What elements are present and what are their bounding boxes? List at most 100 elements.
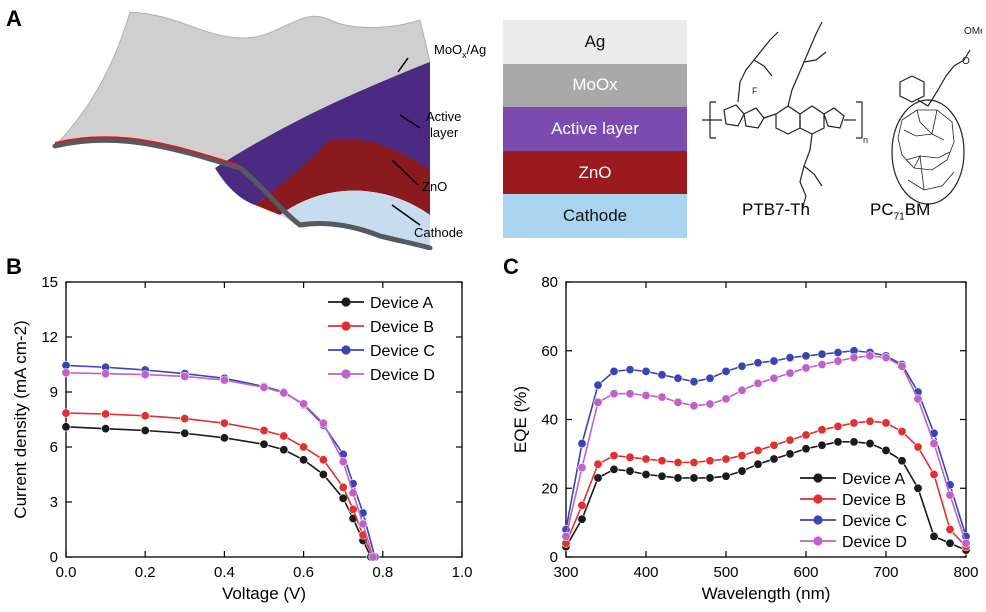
data-point-d bbox=[299, 399, 309, 409]
data-point-d bbox=[945, 490, 955, 500]
x-axis-label: Voltage (V) bbox=[222, 584, 306, 603]
layer-stack: Ag MoOx Active layer ZnO Cathode bbox=[503, 20, 687, 238]
label-layer: layer bbox=[430, 125, 459, 140]
data-point-a bbox=[929, 531, 939, 541]
legend-marker-a bbox=[341, 297, 351, 307]
panel-label-a: A bbox=[6, 6, 22, 31]
plot-frame bbox=[65, 281, 463, 558]
data-point-b bbox=[817, 425, 827, 435]
data-point-d bbox=[737, 385, 747, 395]
data-point-c bbox=[673, 373, 683, 383]
legend-label-a: Device A bbox=[842, 471, 905, 488]
legend-label-d: Device D bbox=[370, 367, 435, 384]
legend-label-a: Device A bbox=[370, 295, 433, 312]
data-point-b bbox=[913, 442, 923, 452]
data-point-a bbox=[101, 424, 111, 434]
data-point-d bbox=[961, 538, 971, 548]
data-point-d bbox=[318, 418, 328, 428]
legend-marker-a bbox=[813, 473, 823, 483]
data-point-a bbox=[753, 459, 763, 469]
y-tick-label: 12 bbox=[41, 329, 58, 346]
data-point-a bbox=[737, 466, 747, 476]
legend-label-d: Device D bbox=[842, 534, 907, 551]
data-point-b bbox=[219, 418, 229, 428]
fluorine-label: F bbox=[752, 86, 758, 96]
jv-chart: 0.0 0.2 0.4 0.6 0.8 1.0 0 3 6 9 12 15 Voltage (V) Cur… bbox=[11, 274, 472, 603]
data-point-c bbox=[769, 356, 779, 366]
pc71bm-label-pc: PC bbox=[870, 200, 894, 219]
data-point-b bbox=[785, 435, 795, 445]
y-tick-label: 9 bbox=[50, 384, 58, 401]
substrate-edge bbox=[52, 137, 433, 250]
active-layer-region bbox=[215, 62, 430, 205]
data-point-d bbox=[259, 382, 269, 392]
data-point-d bbox=[561, 531, 571, 541]
x-tick-label: 500 bbox=[713, 564, 738, 581]
data-point-d bbox=[140, 370, 150, 380]
data-point-b bbox=[801, 430, 811, 440]
x-tick-label: 0.0 bbox=[56, 564, 77, 581]
data-point-b bbox=[140, 411, 150, 421]
data-point-c bbox=[705, 373, 715, 383]
data-point-c bbox=[753, 358, 763, 368]
legend-marker-c bbox=[341, 345, 351, 355]
data-point-d bbox=[358, 519, 368, 529]
o-label: O bbox=[962, 56, 970, 67]
data-point-a bbox=[673, 473, 683, 483]
x-tick-label: 0.6 bbox=[293, 564, 314, 581]
ptb7-th-label: PTB7-Th bbox=[742, 200, 811, 219]
data-point-d bbox=[689, 401, 699, 411]
data-point-b bbox=[641, 454, 651, 464]
x-tick-label: 700 bbox=[873, 564, 898, 581]
x-tick-label: 0.2 bbox=[135, 564, 156, 581]
y-tick-label: 80 bbox=[541, 274, 558, 291]
data-point-d bbox=[625, 389, 635, 399]
data-point-c bbox=[817, 349, 827, 359]
data-point-d bbox=[593, 397, 603, 407]
data-point-b bbox=[721, 454, 731, 464]
data-point-d bbox=[721, 394, 731, 404]
legend-label-c: Device C bbox=[842, 513, 907, 530]
data-point-a bbox=[641, 470, 651, 480]
data-point-a bbox=[219, 433, 229, 443]
x-tick-label: 600 bbox=[793, 564, 818, 581]
data-point-a bbox=[897, 456, 907, 466]
data-point-a bbox=[180, 428, 190, 438]
y-tick-label: 0 bbox=[550, 549, 558, 566]
data-point-a bbox=[318, 470, 328, 480]
data-point-a bbox=[849, 437, 859, 447]
data-point-c bbox=[609, 366, 619, 376]
data-point-c bbox=[577, 439, 587, 449]
pc71bm-structure bbox=[891, 49, 971, 205]
data-point-d bbox=[657, 392, 667, 402]
data-point-d bbox=[180, 371, 190, 381]
data-point-a bbox=[817, 440, 827, 450]
data-point-c bbox=[625, 365, 635, 375]
x-tick-label: 800 bbox=[953, 564, 978, 581]
pc71bm-label: PC71BM bbox=[870, 200, 930, 222]
data-point-a bbox=[657, 471, 667, 481]
data-point-a bbox=[881, 445, 891, 455]
data-point-c bbox=[593, 380, 603, 390]
data-point-b bbox=[609, 451, 619, 461]
data-point-c bbox=[689, 377, 699, 387]
data-point-d bbox=[338, 457, 348, 467]
data-point-b bbox=[833, 421, 843, 431]
data-point-b bbox=[318, 455, 328, 465]
arrow-top bbox=[397, 57, 409, 73]
data-point-a bbox=[259, 439, 269, 449]
label-moox-ag-text: MoO bbox=[434, 42, 462, 57]
legend-label-b: Device B bbox=[842, 492, 906, 509]
data-point-d bbox=[881, 353, 891, 363]
x-tick-label: 300 bbox=[553, 564, 578, 581]
data-point-b bbox=[61, 408, 71, 418]
data-point-a bbox=[625, 466, 635, 476]
data-point-b bbox=[673, 457, 683, 467]
data-point-d bbox=[833, 356, 843, 366]
arrow-cathode bbox=[391, 204, 421, 226]
panel-label-b: B bbox=[6, 254, 22, 279]
data-point-a bbox=[785, 449, 795, 459]
series-line-b bbox=[65, 412, 374, 558]
y-axis-label: Current density (mA cm-2) bbox=[11, 320, 30, 518]
panel-label-c: C bbox=[503, 254, 519, 279]
